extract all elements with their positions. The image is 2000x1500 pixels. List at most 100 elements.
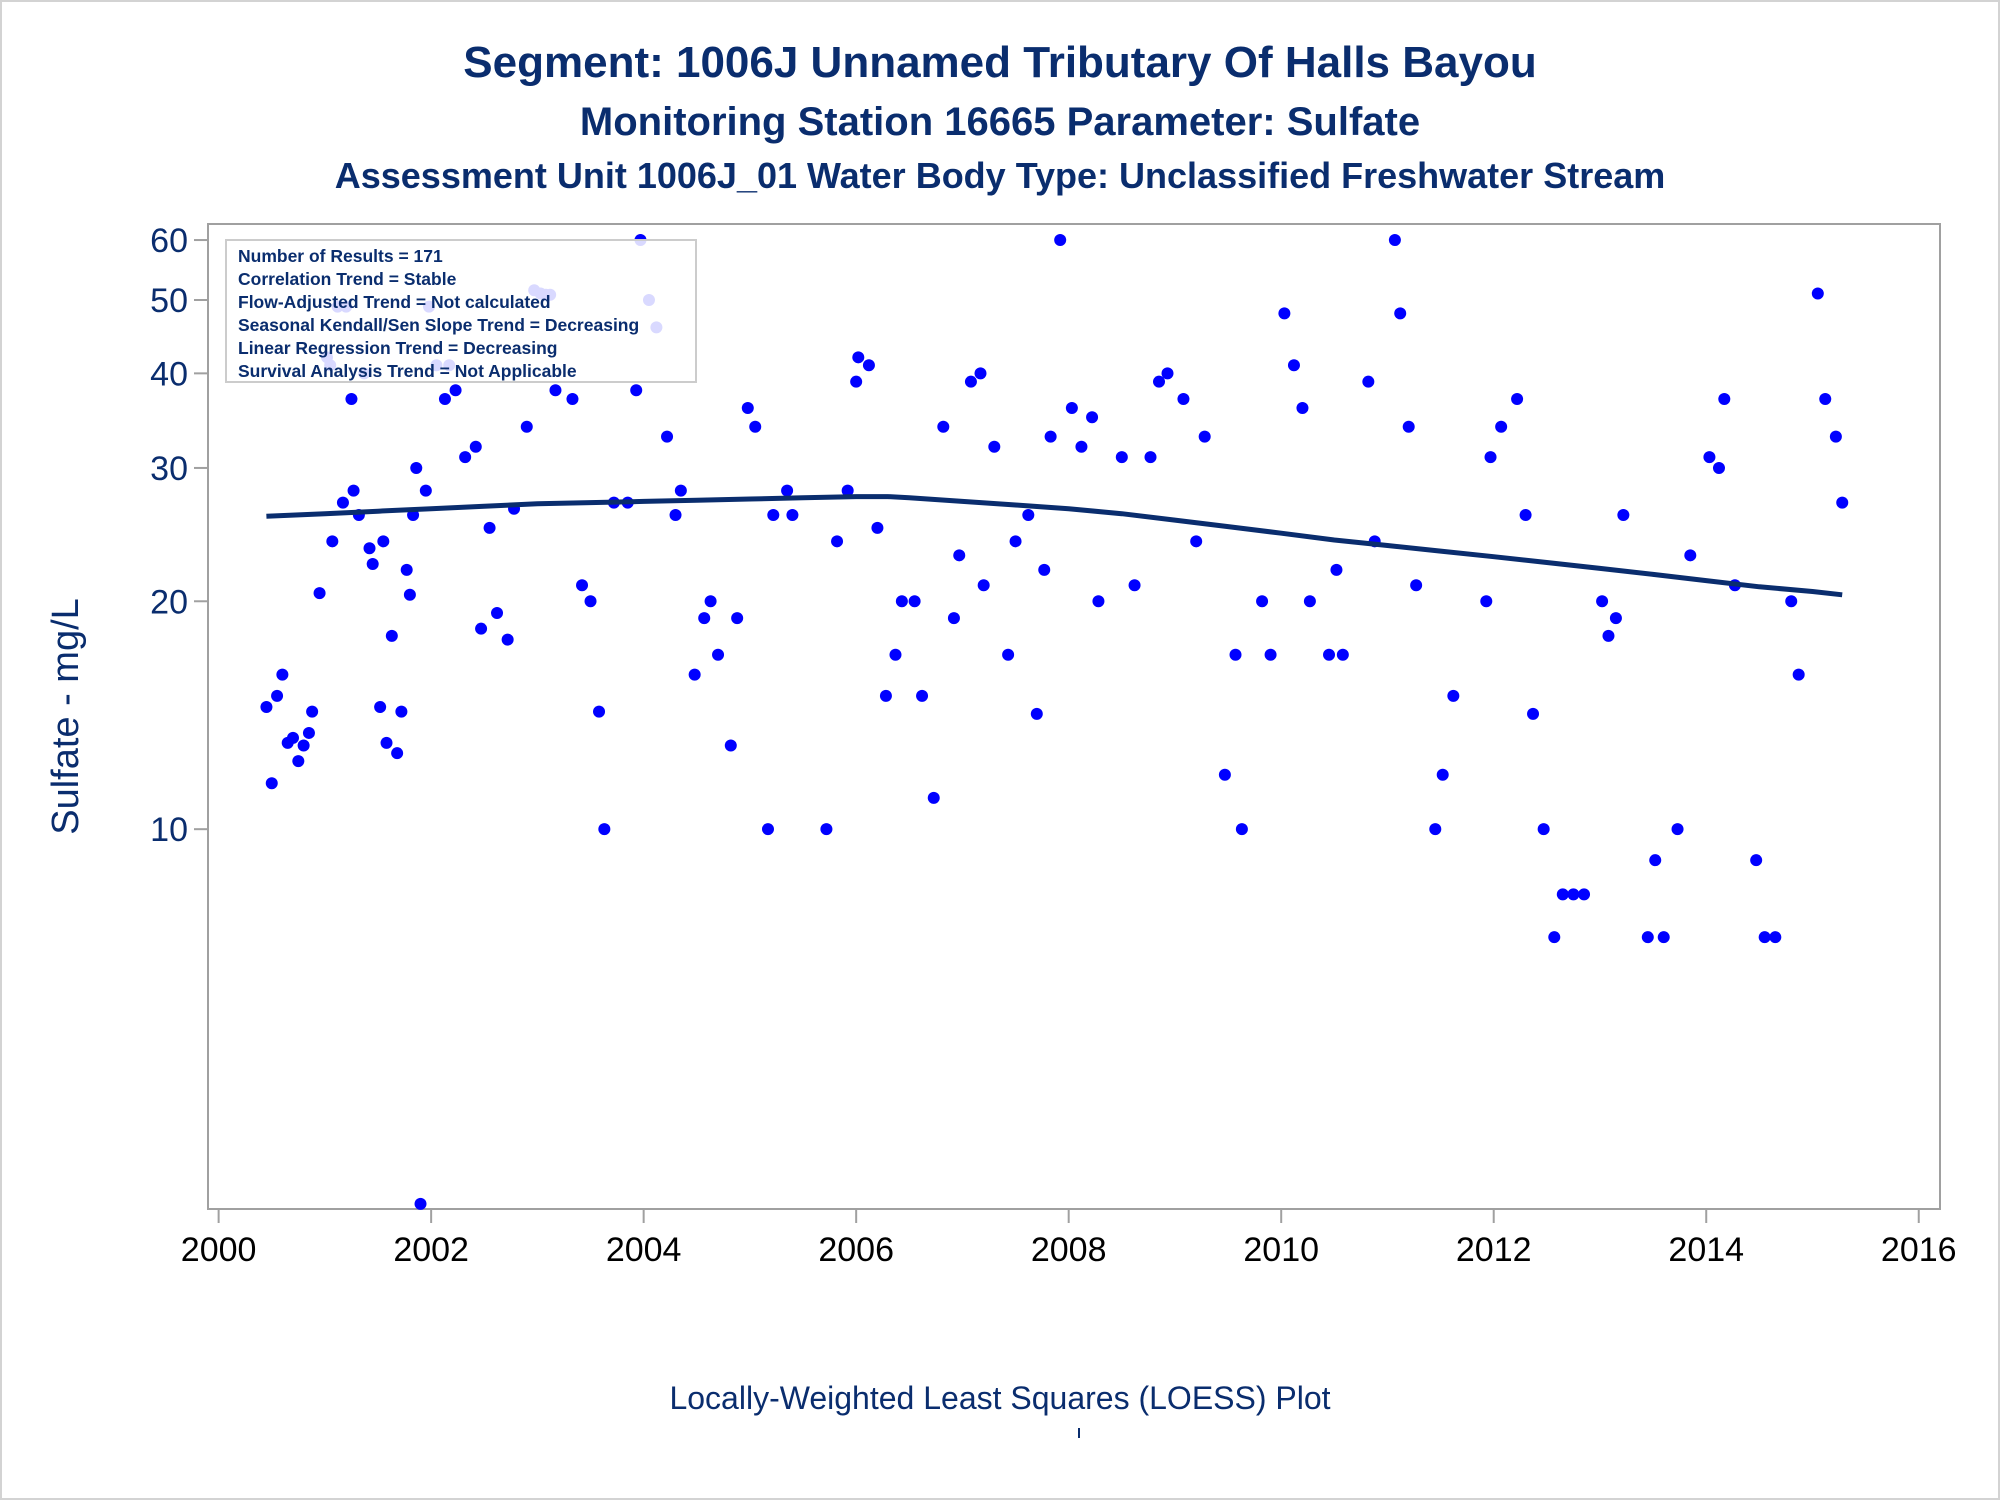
data-point	[1718, 392, 1731, 405]
data-point	[306, 705, 319, 718]
data-point	[1602, 629, 1615, 642]
data-point	[287, 731, 300, 744]
data-point	[1278, 307, 1291, 320]
data-point	[1044, 430, 1057, 443]
data-point	[862, 359, 875, 372]
data-point	[1388, 234, 1401, 247]
data-point	[704, 595, 717, 608]
data-point	[1819, 392, 1832, 405]
data-point	[1792, 668, 1805, 681]
data-point	[1578, 888, 1591, 901]
chart-subtitle-assessment: Assessment Unit 1006J_01 Water Body Type…	[334, 155, 1666, 196]
data-point	[879, 689, 892, 702]
data-point	[947, 612, 960, 625]
data-point	[1811, 287, 1824, 300]
data-point	[988, 440, 1001, 453]
data-point	[1198, 430, 1211, 443]
data-point	[271, 689, 284, 702]
data-point	[1038, 563, 1051, 576]
data-point	[1086, 411, 1099, 424]
data-point	[1229, 648, 1242, 661]
data-point	[1092, 595, 1105, 608]
plot-border	[207, 223, 1941, 1210]
data-point	[347, 484, 360, 497]
data-point	[1330, 563, 1343, 576]
data-point	[363, 542, 376, 555]
y-tick-label: 50	[150, 282, 188, 320]
data-point	[1548, 931, 1561, 944]
x-tick-label: 2004	[606, 1231, 682, 1269]
data-point	[449, 384, 462, 397]
data-point	[549, 384, 562, 397]
data-point	[1537, 823, 1550, 836]
data-point	[1519, 509, 1532, 522]
chart-subtitle-station: Monitoring Station 16665 Parameter: Sulf…	[579, 100, 1421, 144]
data-point	[974, 367, 987, 380]
stats-line: Flow-Adjusted Trend = Not calculated	[238, 292, 551, 312]
data-point	[831, 535, 844, 548]
data-point	[469, 440, 482, 453]
y-tick-label: 60	[150, 222, 188, 260]
x-tick-label: 2016	[1881, 1231, 1957, 1269]
data-point	[1785, 595, 1798, 608]
data-point	[410, 461, 423, 474]
y-tick-label: 30	[150, 450, 188, 488]
x-tick-label: 2014	[1668, 1231, 1744, 1269]
data-point	[1527, 707, 1540, 720]
data-point	[297, 739, 310, 752]
data-point	[385, 629, 398, 642]
data-point	[403, 588, 416, 601]
y-tick-label: 10	[150, 811, 188, 849]
data-point	[1567, 888, 1580, 901]
data-point	[459, 451, 472, 464]
data-point	[1712, 461, 1725, 474]
data-point	[781, 484, 794, 497]
data-point	[661, 430, 674, 443]
data-point	[593, 705, 606, 718]
data-point	[1436, 768, 1449, 781]
data-point	[1235, 823, 1248, 836]
data-point	[1596, 595, 1609, 608]
data-point	[908, 595, 921, 608]
footnote-tick-mark	[1078, 1428, 1080, 1438]
data-point	[1484, 451, 1497, 464]
data-point	[1256, 595, 1269, 608]
data-point	[501, 633, 514, 646]
loess-line	[266, 494, 1843, 598]
data-point	[1758, 931, 1771, 944]
stats-line: Linear Regression Trend = Decreasing	[238, 338, 558, 358]
data-point	[1323, 648, 1336, 661]
data-point	[419, 484, 432, 497]
data-point	[1641, 931, 1654, 944]
data-point	[1177, 392, 1190, 405]
data-point	[1829, 430, 1842, 443]
data-point	[395, 705, 408, 718]
y-tick-label: 20	[150, 583, 188, 621]
data-point	[1429, 823, 1442, 836]
data-point	[1609, 612, 1622, 625]
data-point	[1657, 931, 1670, 944]
data-point	[1218, 768, 1231, 781]
chart-footnote: Locally-Weighted Least Squares (LOESS) P…	[669, 1380, 1331, 1416]
data-point	[1144, 451, 1157, 464]
data-point	[566, 392, 579, 405]
chart-title: Segment: 1006J Unnamed Tributary Of Hall…	[463, 38, 1537, 87]
stats-line: Number of Results = 171	[238, 246, 443, 266]
x-tick-label: 2006	[818, 1231, 894, 1269]
data-point	[841, 484, 854, 497]
data-point	[520, 420, 533, 433]
data-point	[688, 668, 701, 681]
plot-area: 10 20 30 40 50 60 2000 2002 2004 2006 2008 2010 2012…	[45, 222, 1957, 1269]
data-point	[598, 823, 611, 836]
data-point	[1684, 549, 1697, 562]
data-point	[1671, 823, 1684, 836]
data-point	[977, 579, 990, 592]
data-point	[1556, 888, 1569, 901]
data-point	[1769, 931, 1782, 944]
data-point	[916, 689, 929, 702]
data-point	[377, 535, 390, 548]
data-point	[1394, 307, 1407, 320]
data-point	[292, 755, 305, 768]
data-point	[749, 420, 762, 433]
data-point	[1410, 579, 1423, 592]
